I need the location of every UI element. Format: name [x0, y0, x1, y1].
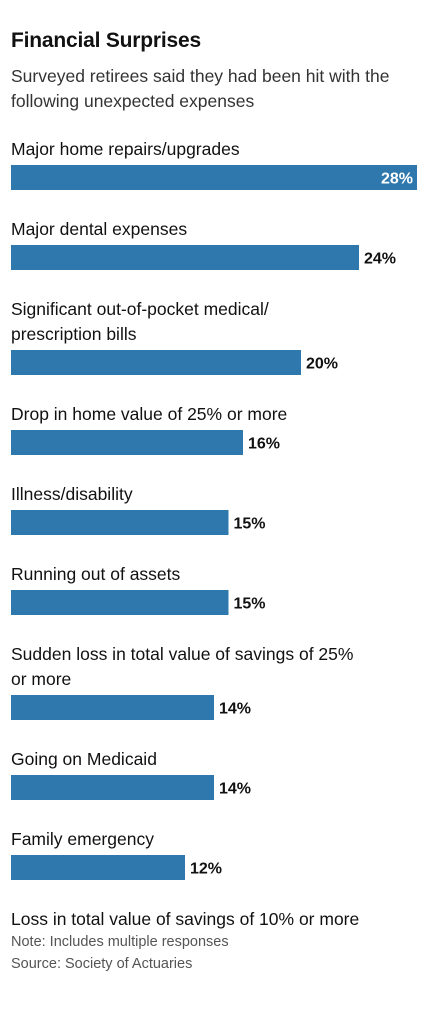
- value-label: 24%: [364, 251, 396, 268]
- bar: [11, 350, 301, 375]
- bar: [11, 165, 417, 190]
- chart-subtitle: Surveyed retirees said they had been hit…: [11, 66, 390, 111]
- bar: [11, 590, 229, 615]
- chart-note: Note: Includes multiple responses: [11, 934, 229, 950]
- value-label: 12%: [190, 861, 222, 878]
- value-label: 20%: [306, 356, 338, 373]
- chart-title: Financial Surprises: [11, 29, 201, 52]
- value-label: 15%: [234, 596, 266, 613]
- category-label: Family emergency: [11, 829, 154, 849]
- chart-source: Source: Society of Actuaries: [11, 956, 193, 972]
- value-label: 14%: [219, 701, 251, 718]
- category-label: Loss in total value of savings of 10% or…: [11, 909, 359, 929]
- category-label: Running out of assets: [11, 564, 181, 584]
- bar-chart: Major home repairs/upgrades 28% Major dent…: [11, 139, 417, 929]
- category-label: Major home repairs/upgrades: [11, 139, 240, 159]
- bar: [11, 245, 359, 270]
- value-label: 28%: [381, 171, 413, 188]
- bar: [11, 430, 243, 455]
- category-label: Major dental expenses: [11, 219, 187, 239]
- category-label: Illness/disability: [11, 484, 133, 504]
- category-label: Going on Medicaid: [11, 749, 157, 769]
- bar: [11, 695, 214, 720]
- value-label: 14%: [219, 781, 251, 798]
- category-label: Drop in home value of 25% or more: [11, 404, 287, 424]
- value-label: 16%: [248, 436, 280, 453]
- bar: [11, 775, 214, 800]
- category-label: Sudden loss in total value of savings of…: [11, 644, 353, 689]
- bar: [11, 510, 229, 535]
- value-label: 15%: [234, 516, 266, 533]
- bar: [11, 855, 185, 880]
- category-label: Significant out-of-pocket medical/prescr…: [11, 299, 269, 344]
